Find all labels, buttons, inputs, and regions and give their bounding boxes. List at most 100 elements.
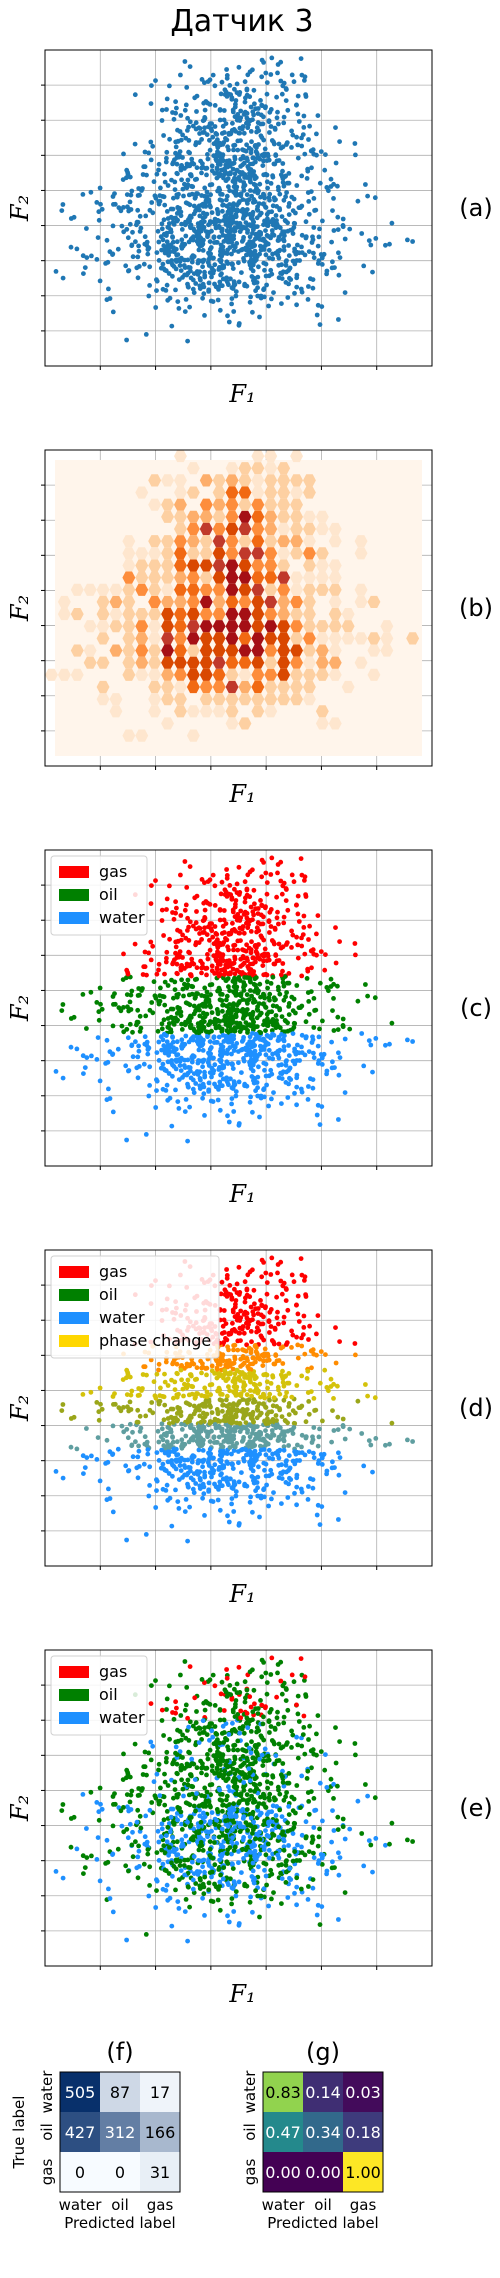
scatter-point (272, 962, 277, 967)
scatter-point (282, 1398, 287, 1403)
scatter-point (208, 1021, 213, 1026)
scatter-point (225, 251, 230, 256)
scatter-point (135, 1008, 140, 1013)
scatter-point (173, 140, 178, 145)
scatter-point (185, 220, 190, 225)
scatter-point (164, 1488, 169, 1493)
scatter-point (323, 152, 328, 157)
scatter-point (301, 925, 306, 930)
scatter-point (238, 115, 243, 120)
scatter-point (233, 981, 238, 986)
scatter-point (106, 287, 111, 292)
scatter-point (155, 1050, 160, 1055)
scatter-point (188, 64, 193, 69)
scatter-point (298, 205, 303, 210)
scatter-point (196, 1072, 201, 1077)
scatter-point (234, 1014, 239, 1019)
scatter-point (199, 1040, 204, 1045)
scatter-point (218, 1473, 223, 1478)
scatter-point (230, 921, 235, 926)
scatter-point (170, 274, 175, 279)
scatter-point (179, 1068, 184, 1073)
scatter-point (294, 285, 299, 290)
scatter-point (212, 1035, 217, 1040)
scatter-point (265, 986, 270, 991)
scatter-point (129, 193, 134, 198)
scatter-point (289, 1395, 294, 1400)
scatter-point (221, 265, 226, 270)
scatter-point (164, 1360, 169, 1365)
scatter-point (186, 950, 191, 955)
scatter-point (123, 1063, 128, 1068)
scatter-point (275, 915, 280, 920)
scatter-point (243, 879, 248, 884)
scatter-point (251, 200, 256, 205)
scatter-point (175, 239, 180, 244)
scatter-point (185, 1420, 190, 1425)
scatter-point (312, 196, 317, 201)
scatter-point (98, 1386, 103, 1391)
scatter-point (267, 1048, 272, 1053)
scatter-point (187, 1393, 192, 1398)
scatter-point (187, 993, 192, 998)
scatter-point (240, 962, 245, 967)
scatter-point (317, 1435, 322, 1440)
scatter-point (220, 1427, 225, 1432)
scatter-point (266, 1104, 271, 1109)
scatter-point (231, 908, 236, 913)
scatter-point (248, 300, 253, 305)
scatter-point (89, 1454, 94, 1459)
scatter-point (258, 1037, 263, 1042)
scatter-point (214, 1484, 219, 1489)
scatter-point (291, 1408, 296, 1413)
scatter-point (267, 192, 272, 197)
scatter-point (291, 208, 296, 213)
scatter-point (251, 1361, 256, 1366)
scatter-point (210, 164, 215, 169)
x-axis-label: F₁ (228, 380, 255, 408)
scatter-point (367, 1038, 372, 1043)
scatter-point (221, 1065, 226, 1070)
scatter-point (212, 1040, 217, 1045)
scatter-point (171, 996, 176, 1001)
scatter-point (238, 915, 243, 920)
scatter-point (110, 252, 115, 257)
scatter-point (236, 1460, 241, 1465)
scatter-point (307, 1412, 312, 1417)
scatter-point (155, 1479, 160, 1484)
scatter-point (202, 986, 207, 991)
scatter-point (264, 1474, 269, 1479)
scatter-point (174, 1458, 179, 1463)
scatter-point (253, 183, 258, 188)
scatter-point (179, 1377, 184, 1382)
scatter-point (150, 944, 155, 949)
scatter-point (261, 122, 266, 127)
scatter-point (281, 1380, 286, 1385)
scatter-point (173, 111, 178, 116)
scatter-point (231, 201, 236, 206)
scatter-point (287, 981, 292, 986)
scatter-point (277, 1392, 282, 1397)
scatter-point (226, 1424, 231, 1429)
scatter-point (175, 1418, 180, 1423)
scatter-point (245, 992, 250, 997)
scatter-point (201, 1048, 206, 1053)
scatter-point (168, 1429, 173, 1434)
scatter-point (169, 1415, 174, 1420)
scatter-point (244, 247, 249, 252)
scatter-point (193, 996, 198, 1001)
scatter-point (241, 980, 246, 985)
scatter-point (240, 127, 245, 132)
scatter-point (227, 83, 232, 88)
scatter-point (188, 864, 193, 869)
scatter-point (134, 1465, 139, 1470)
scatter-point (174, 945, 179, 950)
scatter-point (289, 1329, 294, 1334)
scatter-point (208, 902, 213, 907)
scatter-point (202, 1513, 207, 1518)
scatter-point (143, 1434, 148, 1439)
scatter-point (359, 1031, 364, 1036)
scatter-point (271, 1003, 276, 1008)
scatter-point (252, 1389, 257, 1394)
scatter-point (269, 1256, 274, 1261)
